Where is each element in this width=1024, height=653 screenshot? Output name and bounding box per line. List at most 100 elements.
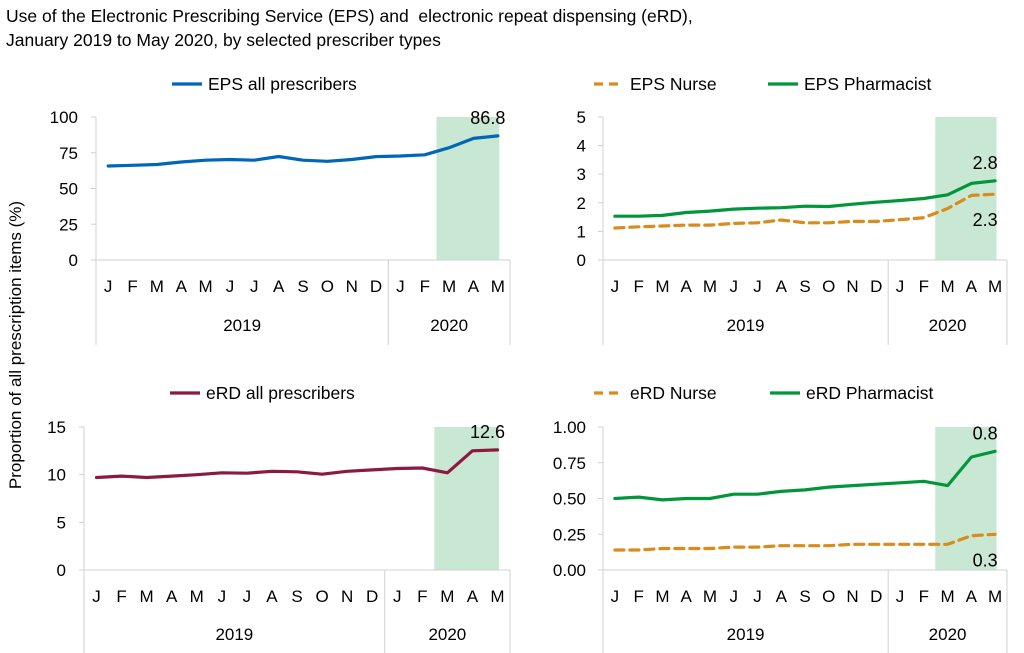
chart2-y-tick-label: 2 bbox=[577, 194, 586, 213]
chart4-x-tick-label: D bbox=[870, 587, 882, 606]
chart4-x-tick-label: A bbox=[966, 587, 978, 606]
chart1-x-tick-label: J bbox=[104, 277, 113, 296]
chart1-y-tick-label: 0 bbox=[69, 251, 78, 270]
chart3-x-tick-label: F bbox=[116, 587, 126, 606]
chart4-y-tick-label: 0.50 bbox=[553, 490, 586, 509]
chart1-x-tick-label: A bbox=[273, 277, 285, 296]
chart4-data-label: 0.3 bbox=[973, 550, 998, 570]
chart4-y-tick-label: 0.00 bbox=[553, 561, 586, 580]
chart2-x-tick-label: D bbox=[870, 277, 882, 296]
chart3-x-tick-label: A bbox=[266, 587, 278, 606]
chart4-series-line-2 bbox=[613, 449, 997, 502]
chart3-x-tick-label: M bbox=[440, 587, 454, 606]
chart3-x-tick-label: M bbox=[190, 587, 204, 606]
chart3-y-tick-label: 0 bbox=[57, 561, 66, 580]
chart1-x-tick-label: O bbox=[321, 277, 334, 296]
chart2-y-tick-label: 5 bbox=[577, 108, 586, 127]
chart1-x-tick-label: A bbox=[176, 277, 188, 296]
chart4-series-line-1 bbox=[613, 532, 997, 552]
chart2-x-tick-label: F bbox=[633, 277, 643, 296]
chart1-x-tick-label: M bbox=[442, 277, 456, 296]
chart1-x-tick-label: S bbox=[297, 277, 308, 296]
chart1-legend-label: EPS all prescribers bbox=[208, 74, 357, 94]
chart3-series-line-1 bbox=[94, 448, 500, 480]
chart1-x-tick-label: D bbox=[370, 277, 382, 296]
chart2-x-tick-label: J bbox=[611, 277, 620, 296]
chart3-y-tick-label: 15 bbox=[47, 418, 66, 437]
chart2-year-label: 2020 bbox=[929, 316, 967, 335]
chart1-y-tick-label: 100 bbox=[50, 108, 78, 127]
chart2-x-tick-label: M bbox=[941, 277, 955, 296]
chart4-data-label: 0.8 bbox=[973, 423, 998, 443]
chart2-x-tick-label: J bbox=[753, 277, 762, 296]
chart2-x-tick-label: N bbox=[846, 277, 858, 296]
chart2-y-tick-label: 3 bbox=[577, 165, 586, 184]
chart2-x-tick-label: A bbox=[681, 277, 693, 296]
chart3-x-tick-label: M bbox=[490, 587, 504, 606]
chart4-x-tick-label: M bbox=[655, 587, 669, 606]
chart3-year-label: 2019 bbox=[215, 625, 253, 644]
chart2-legend-label: EPS Nurse bbox=[630, 74, 717, 94]
chart4-highlight-band bbox=[935, 427, 997, 570]
chart4-x-tick-label: M bbox=[703, 587, 717, 606]
chart4-y-tick-label: 0.25 bbox=[553, 525, 586, 544]
chart3-x-tick-label: J bbox=[92, 587, 101, 606]
chart3-y-tick-label: 10 bbox=[47, 466, 66, 485]
chart1-y-tick-label: 50 bbox=[59, 180, 78, 199]
chart4-year-label: 2020 bbox=[929, 625, 967, 644]
chart1-y-tick-label: 75 bbox=[59, 144, 78, 163]
chart2-data-label: 2.3 bbox=[973, 210, 998, 230]
chart3-x-tick-label: A bbox=[467, 587, 479, 606]
chart3-year-label: 2020 bbox=[428, 625, 466, 644]
chart3-highlight-band bbox=[434, 427, 499, 570]
chart2-x-tick-label: M bbox=[655, 277, 669, 296]
chart2-y-tick-label: 4 bbox=[577, 137, 586, 156]
chart4-x-tick-label: J bbox=[611, 587, 620, 606]
chart1-x-tick-label: F bbox=[420, 277, 430, 296]
chart2-x-tick-label: J bbox=[729, 277, 738, 296]
chart1-x-tick-label: N bbox=[346, 277, 358, 296]
chart4-y-tick-label: 0.75 bbox=[553, 454, 586, 473]
chart2-legend-label: EPS Pharmacist bbox=[804, 74, 932, 94]
chart2-x-tick-label: A bbox=[966, 277, 978, 296]
chart2-x-tick-label: F bbox=[919, 277, 929, 296]
chart1-x-tick-label: M bbox=[491, 277, 505, 296]
chart2-y-tick-label: 1 bbox=[577, 222, 586, 241]
chart2-x-tick-label: M bbox=[703, 277, 717, 296]
chart3-x-tick-label: D bbox=[366, 587, 378, 606]
chart3-legend-label: eRD all prescribers bbox=[206, 383, 355, 403]
chart2-x-tick-label: J bbox=[896, 277, 905, 296]
chart3-x-tick-label: F bbox=[417, 587, 427, 606]
chart4-year-label: 2019 bbox=[727, 625, 765, 644]
chart4-x-tick-label: M bbox=[941, 587, 955, 606]
chart4-x-tick-label: F bbox=[919, 587, 929, 606]
chart2-x-tick-label: M bbox=[988, 277, 1002, 296]
chart2-highlight-band bbox=[935, 117, 997, 260]
chart3-x-tick-label: J bbox=[393, 587, 402, 606]
chart1-y-tick-label: 25 bbox=[59, 215, 78, 234]
chart4-x-tick-label: A bbox=[681, 587, 693, 606]
chart1-year-label: 2020 bbox=[430, 316, 468, 335]
chart4-x-tick-label: M bbox=[988, 587, 1002, 606]
chart4-x-tick-label: J bbox=[753, 587, 762, 606]
chart4-x-tick-label: N bbox=[846, 587, 858, 606]
chart2-series-line-1 bbox=[613, 192, 997, 230]
chart4-legend-label: eRD Nurse bbox=[630, 383, 717, 403]
chart4-legend-label: eRD Pharmacist bbox=[806, 383, 934, 403]
chart4-x-tick-label: A bbox=[776, 587, 788, 606]
chart2-data-label: 2.8 bbox=[973, 153, 998, 173]
chart1-series-line-1 bbox=[106, 134, 500, 168]
chart3-x-tick-label: A bbox=[166, 587, 178, 606]
chart-title-line-2: January 2019 to May 2020, by selected pr… bbox=[6, 30, 441, 50]
chart-title: Use of the Electronic Prescribing Servic… bbox=[6, 4, 1006, 52]
chart2-series-line-2 bbox=[613, 179, 997, 218]
chart2-year-label: 2019 bbox=[727, 316, 765, 335]
chart1-highlight-band bbox=[436, 117, 500, 260]
chart3-x-tick-label: M bbox=[140, 587, 154, 606]
chart3-y-tick-label: 5 bbox=[57, 513, 66, 532]
chart1-x-tick-label: F bbox=[127, 277, 137, 296]
chart1-x-tick-label: J bbox=[250, 277, 259, 296]
chart1-year-label: 2019 bbox=[223, 316, 261, 335]
chart4-x-tick-label: F bbox=[633, 587, 643, 606]
chart1-data-label: 86.8 bbox=[470, 108, 505, 128]
